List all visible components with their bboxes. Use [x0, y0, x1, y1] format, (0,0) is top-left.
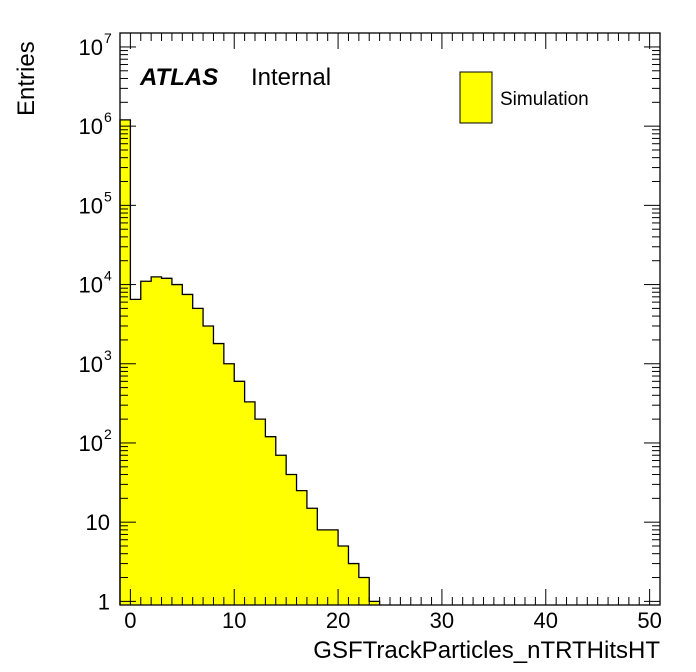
y-tick-label: 10	[79, 273, 103, 298]
x-tick-label: 10	[222, 608, 246, 633]
histogram-bar	[203, 325, 214, 605]
y-tick-label: 10	[86, 510, 110, 535]
x-tick-label: 0	[124, 608, 136, 633]
histogram-bar	[161, 278, 173, 605]
legend: Simulation	[459, 71, 589, 124]
histogram-outline	[119, 119, 381, 605]
y-tick-exponent: 7	[104, 30, 112, 46]
histogram-bar	[369, 601, 380, 605]
y-tick-exponent: 5	[104, 188, 112, 204]
legend-label: Simulation	[500, 89, 589, 110]
axis-ticks	[119, 33, 661, 605]
histogram-bar	[171, 284, 183, 605]
internal-label: Internal	[251, 64, 331, 91]
histogram-bar	[317, 529, 328, 605]
histogram-bar	[140, 281, 152, 605]
x-axis-title: GSFTrackParticles_nTRTHitsHT	[313, 637, 660, 664]
histogram-bars	[120, 119, 380, 606]
histogram-bar	[265, 436, 277, 605]
histogram-bar	[213, 343, 225, 605]
histogram-bar	[244, 401, 256, 605]
y-tick-label: 1	[98, 589, 110, 614]
y-tick-label: 10	[79, 431, 103, 456]
y-axis-title: Entries	[13, 41, 40, 116]
x-tick-label: 30	[430, 608, 454, 633]
x-tick-label: 40	[534, 608, 558, 633]
histogram-bar	[296, 490, 308, 605]
histogram-bar	[327, 529, 339, 605]
x-tick-label: 50	[637, 608, 661, 633]
histogram-bar	[151, 276, 162, 605]
y-tick-label: 10	[79, 193, 103, 218]
histogram-bar	[358, 577, 370, 605]
histogram-bar	[234, 381, 245, 605]
y-tick-exponent: 4	[104, 268, 112, 284]
x-tick-labels: 0 10 20 30 40 50	[124, 608, 662, 633]
x-tick-label: 20	[326, 608, 350, 633]
histogram-bar	[182, 294, 193, 605]
y-tick-exponent: 2	[104, 426, 112, 442]
y-tick-label: 10	[79, 352, 103, 377]
histogram-bar	[338, 546, 349, 605]
legend-swatch	[459, 71, 493, 124]
histogram-bar	[306, 508, 318, 605]
y-tick-label: 10	[79, 114, 103, 139]
histogram-bar	[223, 363, 235, 605]
histogram-bar	[130, 299, 142, 605]
histogram-bar	[120, 119, 131, 606]
y-tick-label: 10	[79, 35, 103, 60]
y-tick-exponent: 6	[104, 109, 112, 125]
histogram-bar	[192, 308, 204, 605]
histogram-bar	[286, 474, 297, 605]
atlas-label: ATLAS	[139, 64, 218, 91]
histogram-bar	[275, 455, 287, 605]
y-tick-exponent: 3	[104, 347, 112, 363]
histogram-bar	[255, 419, 266, 605]
histogram-bar	[348, 563, 360, 605]
plot-frame	[119, 32, 661, 606]
